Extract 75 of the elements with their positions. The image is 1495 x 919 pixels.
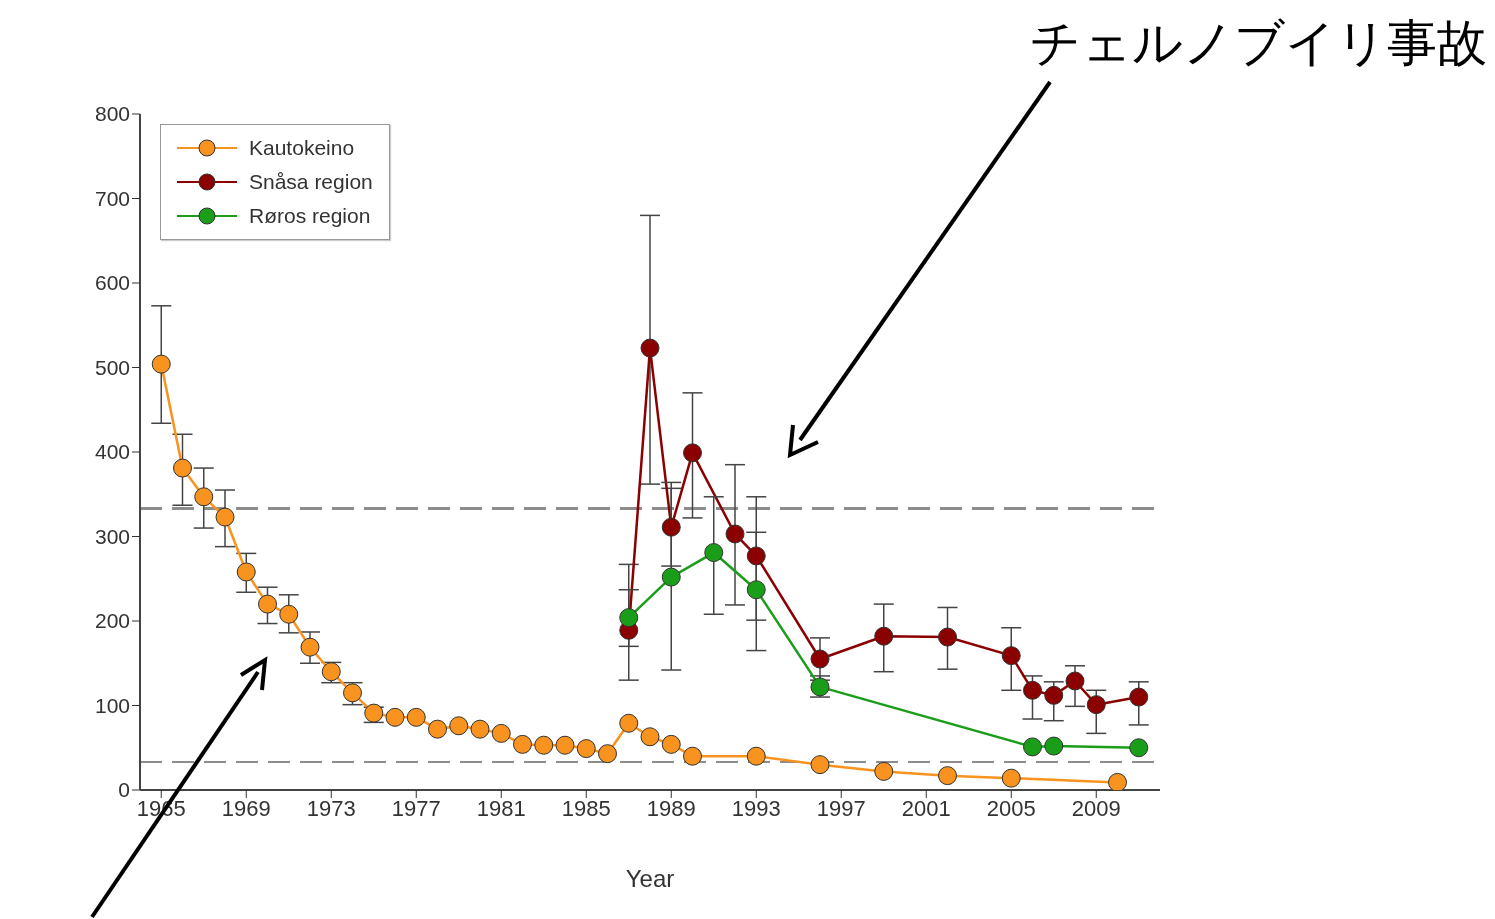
point xyxy=(534,735,554,755)
point xyxy=(1001,768,1021,788)
point xyxy=(194,487,214,507)
x-tick-label: 1993 xyxy=(731,795,781,821)
point xyxy=(661,517,681,537)
legend-label: Kautokeino xyxy=(249,136,355,160)
y-tick-label: 600 xyxy=(94,271,130,295)
point xyxy=(555,735,575,755)
point xyxy=(1129,738,1149,758)
point xyxy=(1044,685,1064,705)
y-tick-label: 200 xyxy=(94,609,130,633)
point xyxy=(1108,772,1127,790)
x-tick-label: 2001 xyxy=(901,795,951,821)
y-tick-label: 800 xyxy=(94,102,130,126)
text: チェルノブイリ事故 xyxy=(1030,14,1487,73)
point xyxy=(938,627,957,647)
point xyxy=(151,354,171,374)
legend-label: Snåsa region xyxy=(249,170,373,194)
point xyxy=(513,734,532,754)
x-tick-label: 1997 xyxy=(816,795,866,821)
point xyxy=(1044,736,1064,756)
point xyxy=(449,716,469,736)
point xyxy=(683,746,702,766)
point xyxy=(746,580,766,600)
y-tick-label: 100 xyxy=(94,693,130,717)
point xyxy=(810,649,830,669)
x-tick-label: 1969 xyxy=(221,795,271,821)
point xyxy=(470,719,490,739)
point xyxy=(661,567,681,587)
point xyxy=(300,637,320,657)
point xyxy=(1023,680,1042,700)
x-axis-title: Year xyxy=(625,865,675,893)
point xyxy=(1023,737,1042,757)
x-tick-label: 1977 xyxy=(391,795,441,821)
point xyxy=(661,734,681,754)
point xyxy=(1001,646,1021,666)
point xyxy=(725,524,745,544)
point xyxy=(598,744,617,764)
x-tick-label: 2009 xyxy=(1071,795,1121,821)
x-tick-label: 2005 xyxy=(986,795,1036,821)
x-tick-label: 1973 xyxy=(306,795,356,821)
y-tick-label: 400 xyxy=(94,440,130,464)
point xyxy=(385,707,405,727)
legend-label: Røros region xyxy=(249,204,371,228)
point xyxy=(683,443,702,463)
point xyxy=(576,739,596,759)
point xyxy=(428,719,447,739)
point xyxy=(258,594,277,614)
point xyxy=(874,761,894,781)
point xyxy=(746,746,766,766)
point xyxy=(704,543,724,563)
point xyxy=(173,458,192,478)
point xyxy=(236,562,256,582)
point xyxy=(215,507,235,527)
point xyxy=(491,723,511,743)
y-tick-label: 300 xyxy=(94,524,130,548)
point xyxy=(874,626,894,646)
y-tick-label: 0 xyxy=(118,778,130,802)
x-tick-label: 1985 xyxy=(561,795,611,821)
point xyxy=(619,608,639,628)
point xyxy=(1065,671,1085,691)
point xyxy=(746,546,766,566)
y-tick-label: 700 xyxy=(94,186,130,210)
point xyxy=(1129,687,1149,707)
point xyxy=(810,755,830,775)
point xyxy=(619,713,639,733)
point xyxy=(1086,695,1106,715)
point xyxy=(279,604,299,624)
point xyxy=(938,766,957,786)
point xyxy=(406,707,426,727)
x-tick-label: 1989 xyxy=(646,795,696,821)
x-tick-label: 1981 xyxy=(476,795,526,821)
y-tick-label: 500 xyxy=(94,355,130,379)
point xyxy=(640,727,660,747)
point xyxy=(640,338,660,358)
